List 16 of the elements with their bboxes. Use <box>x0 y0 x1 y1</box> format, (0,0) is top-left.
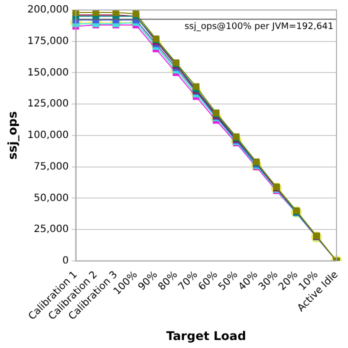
y-tick-label: 100,000 <box>27 130 69 142</box>
y-axis-title: ssj_ops <box>5 111 20 160</box>
y-tick-label: 200,000 <box>27 4 69 16</box>
y-tick-label: 175,000 <box>27 36 69 47</box>
y-tick-label: 0 <box>62 255 69 266</box>
point <box>192 83 200 90</box>
x-axis-title: Target Load <box>166 328 246 343</box>
point <box>92 10 100 16</box>
point <box>132 10 140 18</box>
y-tick-label: 25,000 <box>34 224 69 236</box>
ref-line-label: ssj_ops@100% per JVM=192,641 <box>184 22 334 32</box>
point <box>112 10 120 16</box>
y-tick-label: 50,000 <box>34 192 69 204</box>
y-tick-label: 75,000 <box>34 161 69 172</box>
y-tick-label: 150,000 <box>27 67 69 78</box>
y-tick-label: 125,000 <box>27 98 69 110</box>
